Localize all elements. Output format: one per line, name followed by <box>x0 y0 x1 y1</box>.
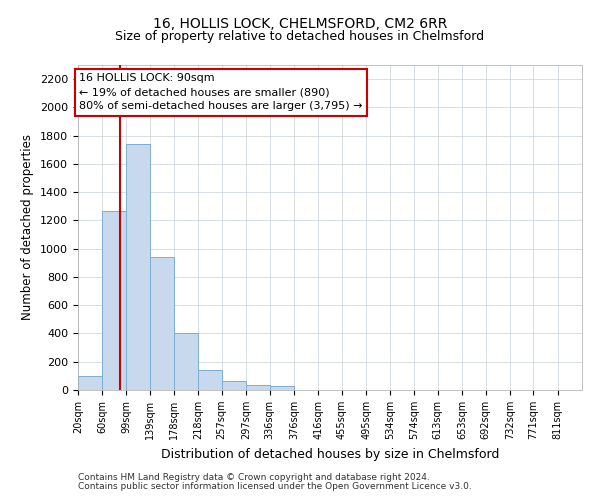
Text: Size of property relative to detached houses in Chelmsford: Size of property relative to detached ho… <box>115 30 485 43</box>
Bar <box>174 334 198 390</box>
Bar <box>126 144 150 390</box>
Bar <box>102 211 126 390</box>
Bar <box>246 385 269 390</box>
Bar <box>222 381 246 390</box>
Bar <box>78 376 102 390</box>
Text: Contains HM Land Registry data © Crown copyright and database right 2024.: Contains HM Land Registry data © Crown c… <box>78 474 430 482</box>
Text: 16, HOLLIS LOCK, CHELMSFORD, CM2 6RR: 16, HOLLIS LOCK, CHELMSFORD, CM2 6RR <box>153 18 447 32</box>
X-axis label: Distribution of detached houses by size in Chelmsford: Distribution of detached houses by size … <box>161 448 499 460</box>
Y-axis label: Number of detached properties: Number of detached properties <box>22 134 34 320</box>
Bar <box>198 370 222 390</box>
Bar <box>269 386 294 390</box>
Text: Contains public sector information licensed under the Open Government Licence v3: Contains public sector information licen… <box>78 482 472 491</box>
Text: 16 HOLLIS LOCK: 90sqm
← 19% of detached houses are smaller (890)
80% of semi-det: 16 HOLLIS LOCK: 90sqm ← 19% of detached … <box>79 74 363 112</box>
Bar <box>150 257 174 390</box>
